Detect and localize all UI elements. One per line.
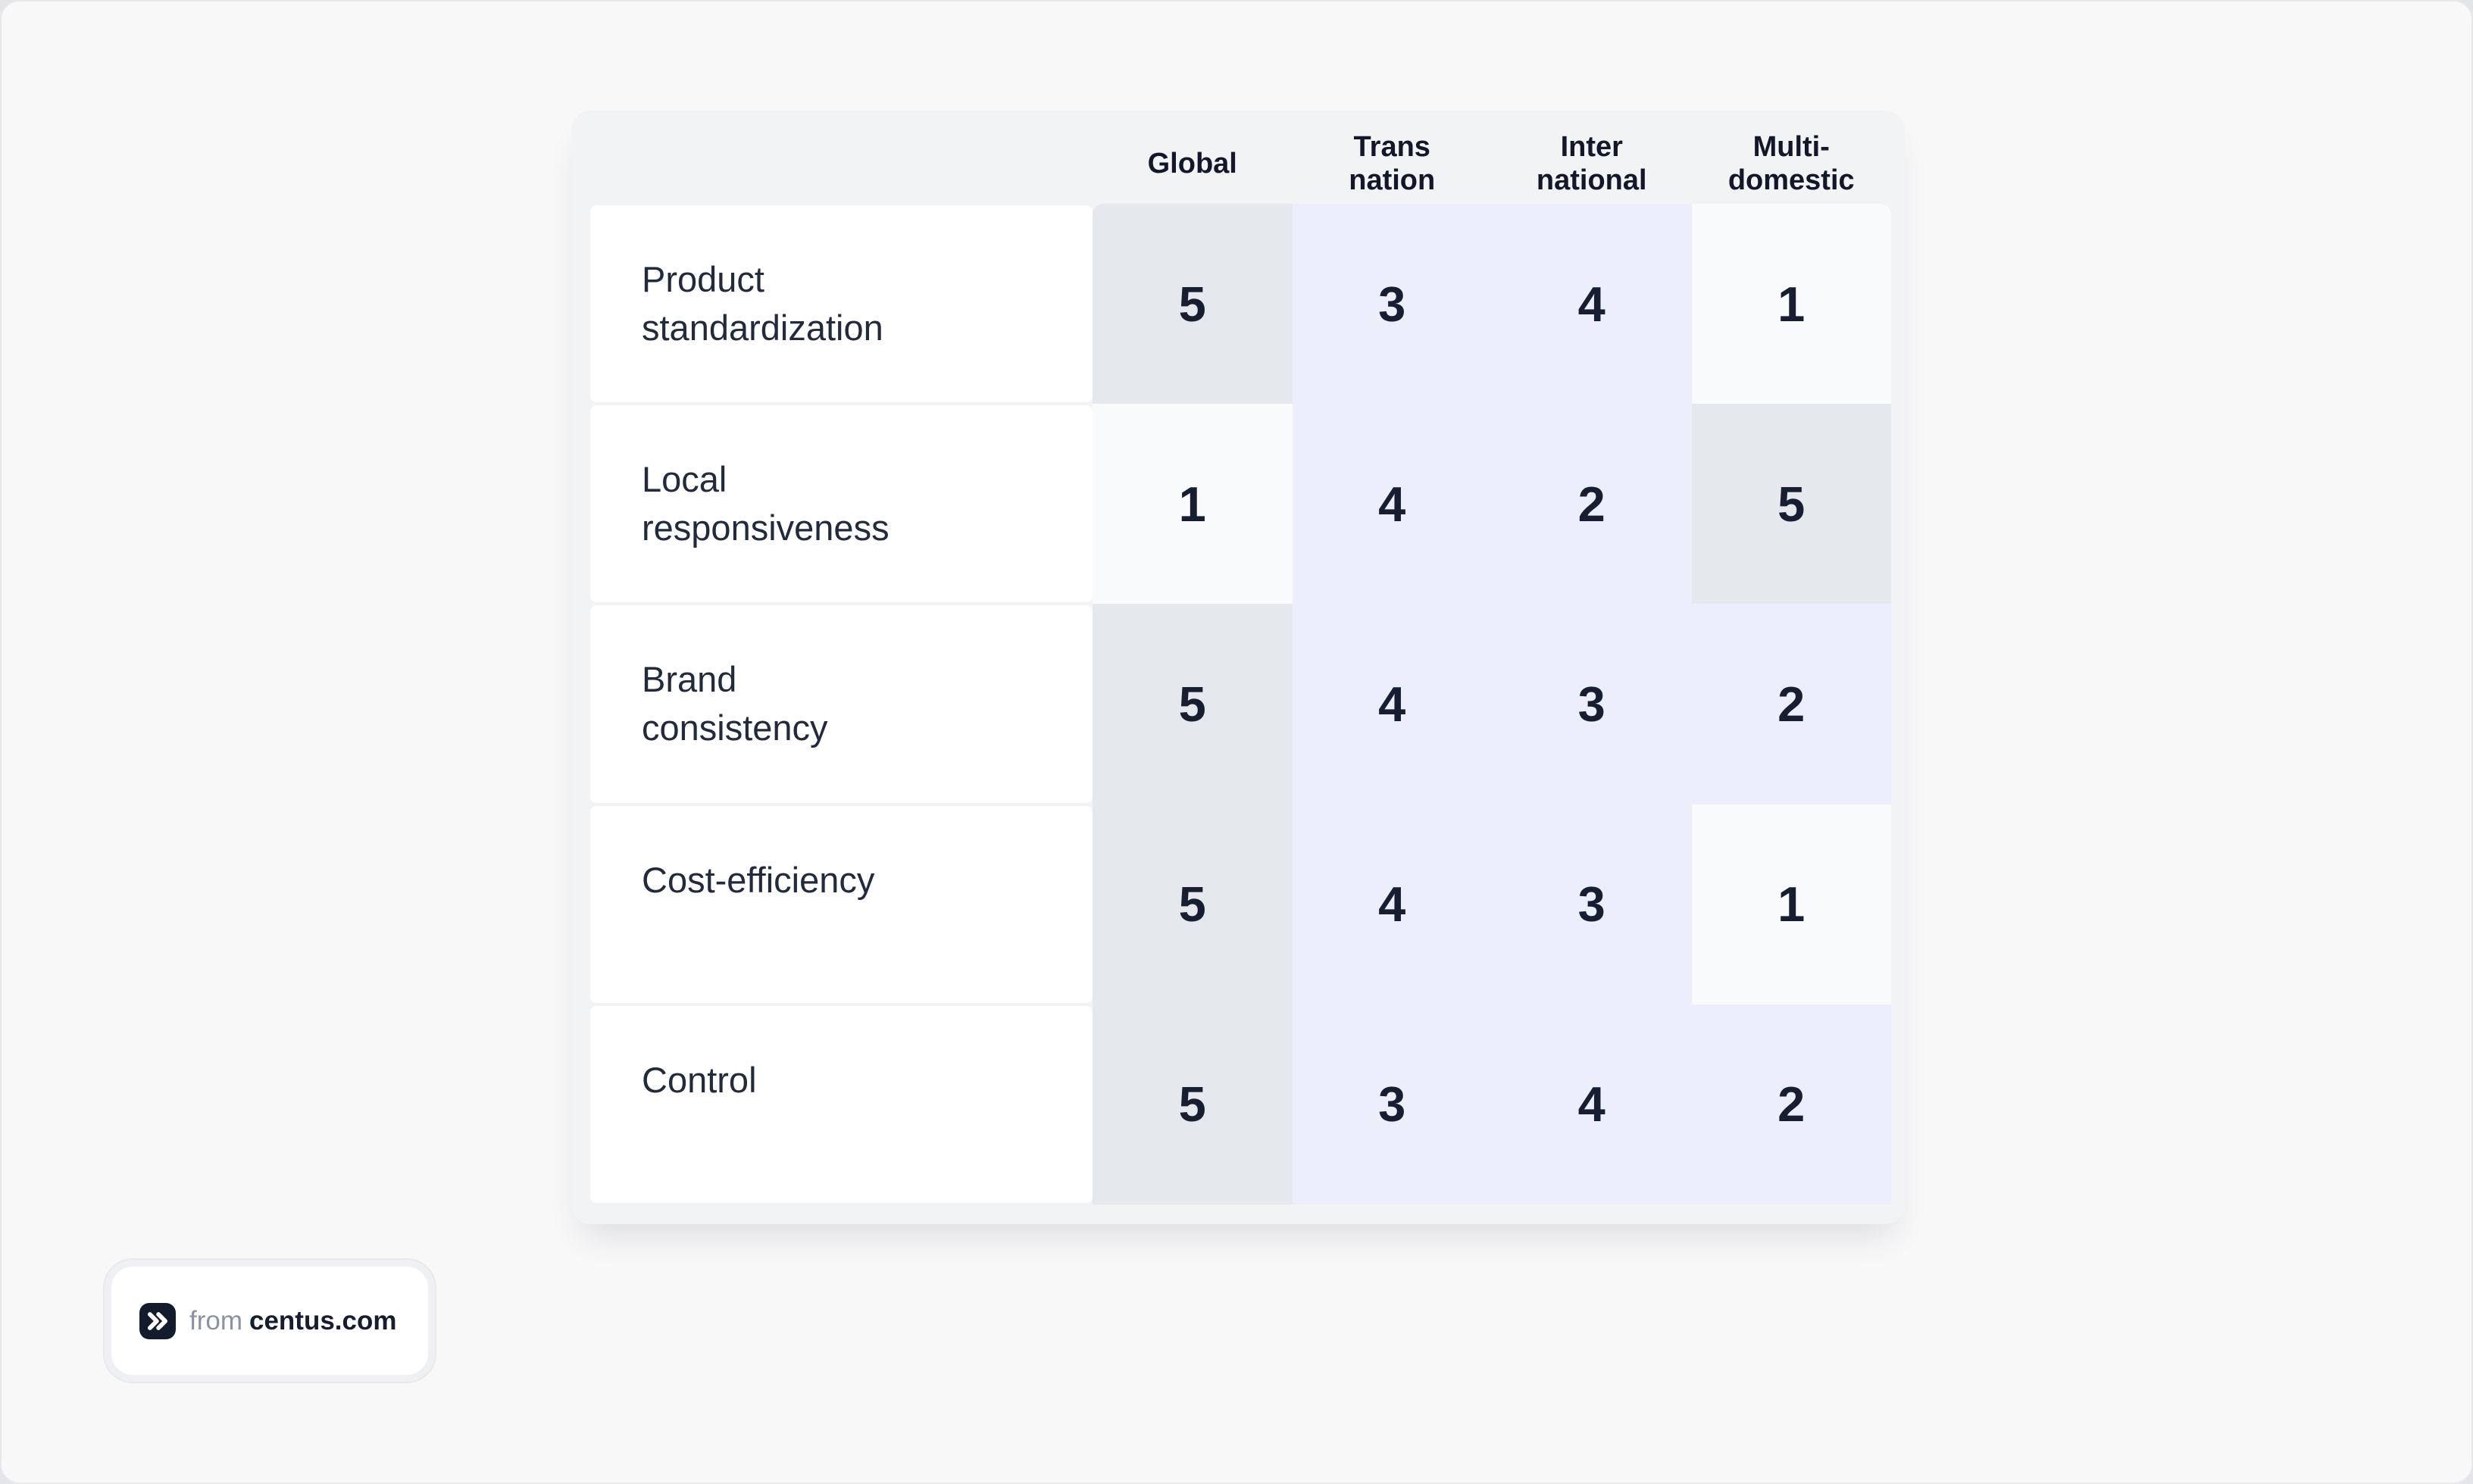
header-cell-multidomestic: Multi-domestic (1727, 130, 1855, 196)
value-cell: 3 (1492, 604, 1692, 804)
value-cell: 5 (1093, 204, 1293, 405)
value-cell: 4 (1492, 204, 1692, 405)
value-cell: 5 (1093, 1004, 1293, 1204)
value-cell: 2 (1492, 404, 1692, 605)
double-chevron-icon (139, 1302, 176, 1339)
table-grid: Global Trans nation Inter national Multi-dome… (590, 111, 1891, 1204)
value-cell: 2 (1691, 604, 1891, 804)
attribution-brand: centus.com (249, 1305, 397, 1336)
attribution-badge[interactable]: from centus.com (111, 1267, 428, 1375)
value-cell: 4 (1292, 804, 1492, 1004)
row-label-cell: Cost-efficiency (590, 805, 1093, 1003)
header-cell-transnation: Trans nation (1349, 130, 1436, 196)
value-cell: 5 (1093, 804, 1293, 1004)
value-cell: 4 (1492, 1004, 1692, 1204)
attribution-prefix: from (189, 1305, 242, 1336)
value-cell: 1 (1691, 204, 1891, 405)
row-label-cell: Local responsiveness (590, 405, 1093, 603)
header-corner-spacer (590, 111, 1093, 204)
header-cell-international: Inter national (1536, 130, 1647, 196)
row-label-cell: Control (590, 1005, 1093, 1203)
value-cell: 1 (1093, 404, 1293, 605)
value-cell: 5 (1691, 404, 1891, 605)
attribution-text: from centus.com (189, 1306, 397, 1336)
value-cell: 3 (1292, 204, 1492, 405)
value-cell: 3 (1492, 804, 1692, 1004)
row-label-cell: Product standardization (590, 205, 1093, 403)
value-cell: 2 (1691, 1004, 1891, 1204)
value-cell: 4 (1292, 604, 1492, 804)
comparison-table: Global Trans nation Inter national Multi-dome… (571, 111, 1905, 1224)
value-cell: 1 (1691, 804, 1891, 1004)
header-cell-global: Global (1147, 147, 1237, 180)
value-cell: 3 (1292, 1004, 1492, 1204)
row-label-cell: Brand consistency (590, 605, 1093, 803)
value-cell: 4 (1292, 404, 1492, 605)
value-cell: 5 (1093, 604, 1293, 804)
